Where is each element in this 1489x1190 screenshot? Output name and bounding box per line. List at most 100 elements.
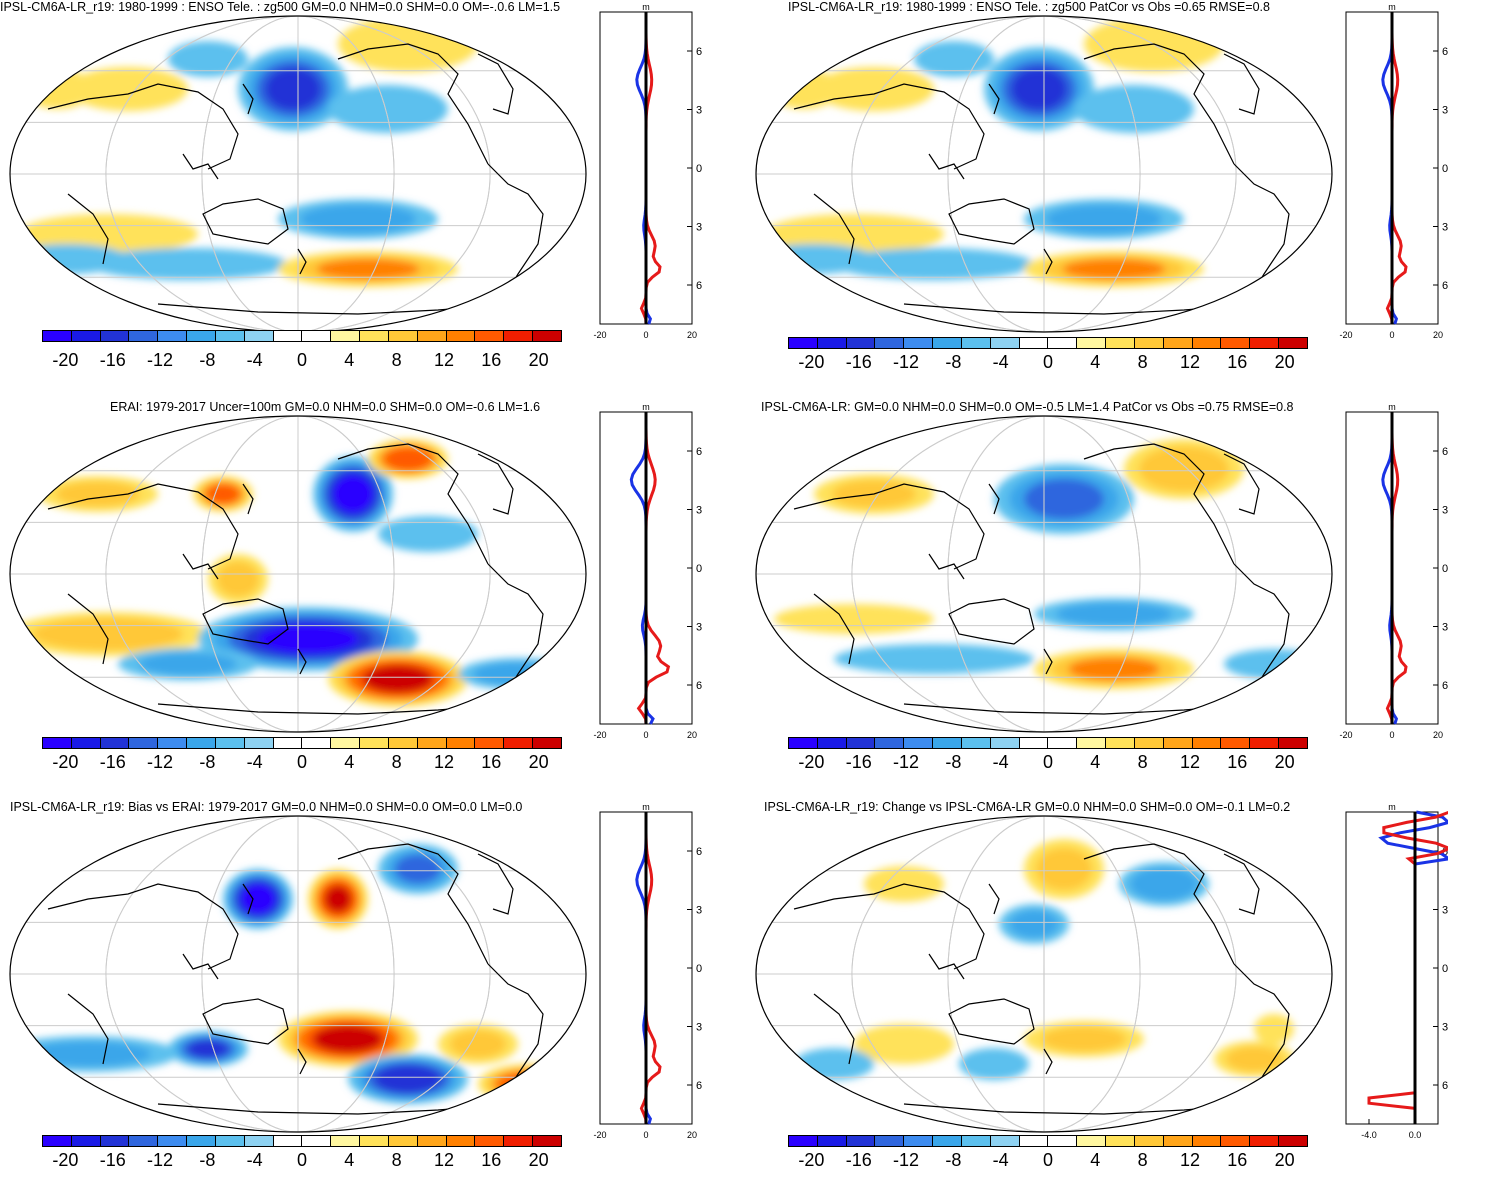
colorbar-swatch [72, 738, 101, 748]
lat-label: 30N [696, 105, 702, 117]
anomaly-contour [266, 68, 321, 110]
colorbar-tick-label: 0 [1043, 352, 1053, 373]
colorbar-swatch [1164, 1136, 1193, 1146]
colorbar-swatch [504, 331, 533, 341]
anomaly-contour [450, 1030, 506, 1058]
colorbar-swatch [847, 338, 876, 348]
anomaly-contour [324, 885, 351, 912]
colorbar-swatch [504, 738, 533, 748]
panel-1: IPSL-CM6A-LR_r19: 1980-1999 : ENSO Tele.… [0, 0, 744, 390]
lat-label: 60N [696, 846, 702, 858]
colorbar-swatch [1077, 1136, 1106, 1146]
colorbar-swatch [389, 331, 418, 341]
lat-label: 60N [696, 446, 702, 458]
colorbar-tick-label: -12 [147, 350, 173, 371]
colorbar-swatch [1020, 338, 1049, 348]
lat-label: 60S [696, 680, 702, 692]
colorbar-swatch [875, 338, 904, 348]
anomaly-contour [1063, 259, 1166, 280]
colorbar-tick-label: -8 [199, 350, 215, 371]
colorbar-swatch [1279, 1136, 1307, 1146]
colorbar-tick-label: -4 [993, 752, 1009, 773]
colorbar-swatch [991, 738, 1020, 748]
anomaly-contour [217, 562, 259, 597]
colorbar-swatch [1020, 1136, 1049, 1146]
colorbar-swatch [875, 738, 904, 748]
anomaly-contour [501, 1073, 556, 1095]
colorbar-tick-label: -16 [100, 752, 126, 773]
colorbar-tick-label: 4 [1090, 1150, 1100, 1171]
colorbar [42, 737, 562, 749]
colorbar-swatch [1106, 1136, 1135, 1146]
colorbar-swatch [331, 331, 360, 341]
colorbar-swatch [818, 338, 847, 348]
colorbar-tick-label: -20 [798, 752, 824, 773]
colorbar-swatch [360, 1136, 389, 1146]
lat-label: 30S [1442, 222, 1448, 234]
colorbar-swatch [274, 738, 303, 748]
colorbar-tick-label: -8 [945, 1150, 961, 1171]
colorbar-tick-label: 12 [434, 1150, 454, 1171]
colorbar-tick-label: -20 [798, 352, 824, 373]
anomaly-contour [258, 624, 358, 653]
colorbar-swatch [216, 331, 245, 341]
colorbar-swatch [72, 1136, 101, 1146]
lat-label: 0 [1442, 163, 1448, 175]
panel-4: IPSL-CM6A-LR: GM=0.0 NHM=0.0 SHM=0.0 OM=… [746, 400, 1489, 790]
colorbar-swatch [1279, 738, 1307, 748]
colorbar-tick-label: -20 [798, 1150, 824, 1171]
colorbar-swatch [1106, 338, 1135, 348]
colorbar-swatch [418, 1136, 447, 1146]
colorbar-swatch [1221, 1136, 1250, 1146]
colorbar-swatch [962, 1136, 991, 1146]
colorbar-swatch [158, 738, 187, 748]
colorbar-swatch [274, 331, 303, 341]
x-label: -4.0 [1361, 1130, 1377, 1140]
colorbar-tick-label: 0 [1043, 752, 1053, 773]
x-label: 20 [1433, 330, 1443, 340]
colorbar-tick-label: 0 [297, 350, 307, 371]
panel-6: IPSL-CM6A-LR_r19: Change vs IPSL-CM6A-LR… [746, 800, 1489, 1190]
colorbar-swatch [360, 331, 389, 341]
map [8, 414, 588, 734]
colorbar-tick-label: 0 [297, 1150, 307, 1171]
colorbar-swatch [789, 338, 818, 348]
colorbar-tick-label: 4 [1090, 752, 1100, 773]
colorbar [788, 1135, 1308, 1147]
colorbar-swatch [847, 738, 876, 748]
lat-label: 60S [1442, 280, 1448, 292]
lat-label: 30S [696, 622, 702, 634]
lat-label: 0 [696, 963, 702, 975]
anomaly-contour [23, 69, 93, 109]
anomaly-contour [1010, 910, 1059, 938]
anomaly-contour [1056, 602, 1172, 625]
anomaly-contour [33, 618, 183, 651]
map [754, 814, 1334, 1134]
colorbar-swatch [504, 1136, 533, 1146]
lat-label: 0 [1442, 563, 1448, 575]
colorbar-swatch [302, 738, 331, 748]
colorbar-swatch [1048, 738, 1077, 748]
lat-label: 30S [696, 1022, 702, 1034]
lat-label: 60N [1442, 46, 1448, 58]
lat-label: 30N [696, 505, 702, 517]
map [754, 14, 1334, 334]
colorbar-swatch [533, 1136, 561, 1146]
colorbar-tick-label: -8 [945, 352, 961, 373]
colorbar-swatch [187, 738, 216, 748]
colorbar-tick-label: -12 [147, 1150, 173, 1171]
lat-label: 0 [696, 563, 702, 575]
x-label: 20 [687, 1130, 697, 1140]
colorbar-swatch [1193, 738, 1222, 748]
colorbar-swatch [789, 1136, 818, 1146]
colorbar-swatch [475, 738, 504, 748]
colorbar [788, 337, 1308, 349]
lat-label: 60N [696, 46, 702, 58]
x-label: 0 [643, 1130, 648, 1140]
colorbar-tick-label: 12 [1180, 1150, 1200, 1171]
colorbar-swatch [904, 1136, 933, 1146]
colorbar-swatch [1077, 738, 1106, 748]
